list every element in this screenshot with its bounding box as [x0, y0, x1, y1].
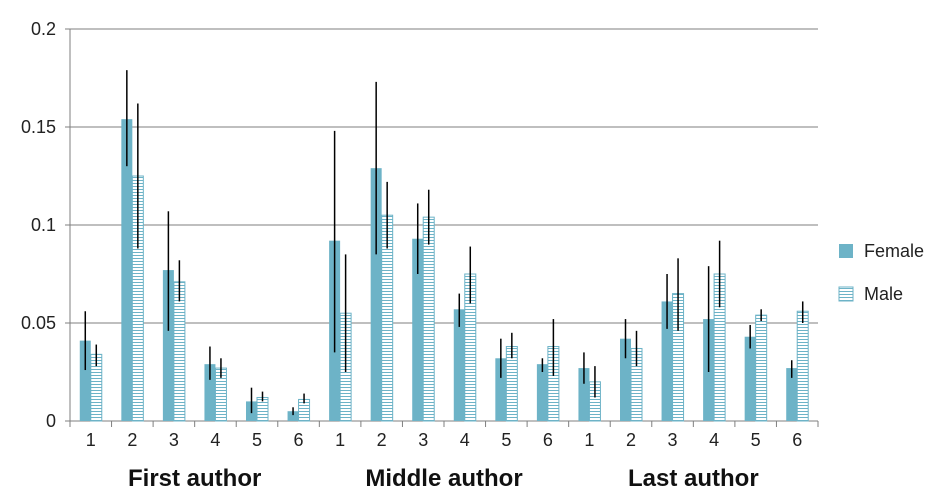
axes	[65, 28, 819, 427]
legend-label-female: Female	[864, 241, 924, 261]
x-tick-label: 5	[252, 430, 262, 450]
x-tick-label: 5	[751, 430, 761, 450]
x-tick-label: 6	[543, 430, 553, 450]
group-label: Last author	[628, 465, 759, 492]
x-tick-label: 3	[668, 430, 678, 450]
legend-label-male: Male	[864, 284, 903, 304]
bar-male	[796, 310, 809, 422]
x-tick-label: 3	[418, 430, 428, 450]
legend: Female Male	[838, 241, 924, 304]
x-tick-label: 3	[169, 430, 179, 450]
x-tick-label: 4	[709, 430, 719, 450]
y-tick-label: 0.1	[31, 215, 56, 235]
bar-female	[204, 364, 216, 421]
labels: 0 0.05 0.1 0.15 0.2 1 2 3 4 5 6 1 2 3 4 5 6 1 2 3 4 5 6 First a…	[21, 19, 802, 492]
x-tick-label: 2	[377, 430, 387, 450]
bar-female	[79, 340, 91, 421]
bars	[79, 119, 809, 422]
bar-female	[744, 336, 756, 421]
bar-female	[453, 309, 465, 421]
x-tick-label: 4	[460, 430, 470, 450]
x-tick-label: 1	[335, 430, 345, 450]
x-tick-label: 2	[127, 430, 137, 450]
bar-female	[162, 270, 174, 421]
group-label: First author	[128, 465, 261, 492]
bar-female	[495, 358, 507, 421]
x-tick-label: 6	[792, 430, 802, 450]
bar-female	[121, 119, 133, 421]
bar-female	[578, 368, 590, 421]
x-tick-label: 1	[584, 430, 594, 450]
bar-female	[786, 368, 798, 421]
bar-female	[370, 168, 382, 421]
y-tick-label: 0	[46, 411, 56, 431]
bar-female	[620, 338, 631, 421]
bar-female	[412, 238, 424, 421]
legend-swatch-female	[839, 244, 853, 258]
bar-female	[287, 411, 299, 421]
bar-female	[661, 301, 673, 421]
error-bars	[84, 70, 804, 416]
y-tick-label: 0.05	[21, 313, 56, 333]
x-tick-label: 1	[86, 430, 96, 450]
bar-male	[422, 216, 435, 422]
x-tick-label: 4	[210, 430, 220, 450]
bar-female	[536, 364, 548, 421]
bar-male	[173, 281, 186, 422]
x-tick-label: 5	[501, 430, 511, 450]
group-label: Middle author	[365, 465, 522, 492]
legend-swatch-male	[838, 286, 854, 302]
x-tick-label: 2	[626, 430, 636, 450]
bar-male	[755, 314, 768, 422]
x-tick-label: 6	[294, 430, 304, 450]
gridlines	[70, 28, 818, 324]
y-tick-label: 0.2	[31, 19, 56, 39]
y-tick-label: 0.15	[21, 117, 56, 137]
